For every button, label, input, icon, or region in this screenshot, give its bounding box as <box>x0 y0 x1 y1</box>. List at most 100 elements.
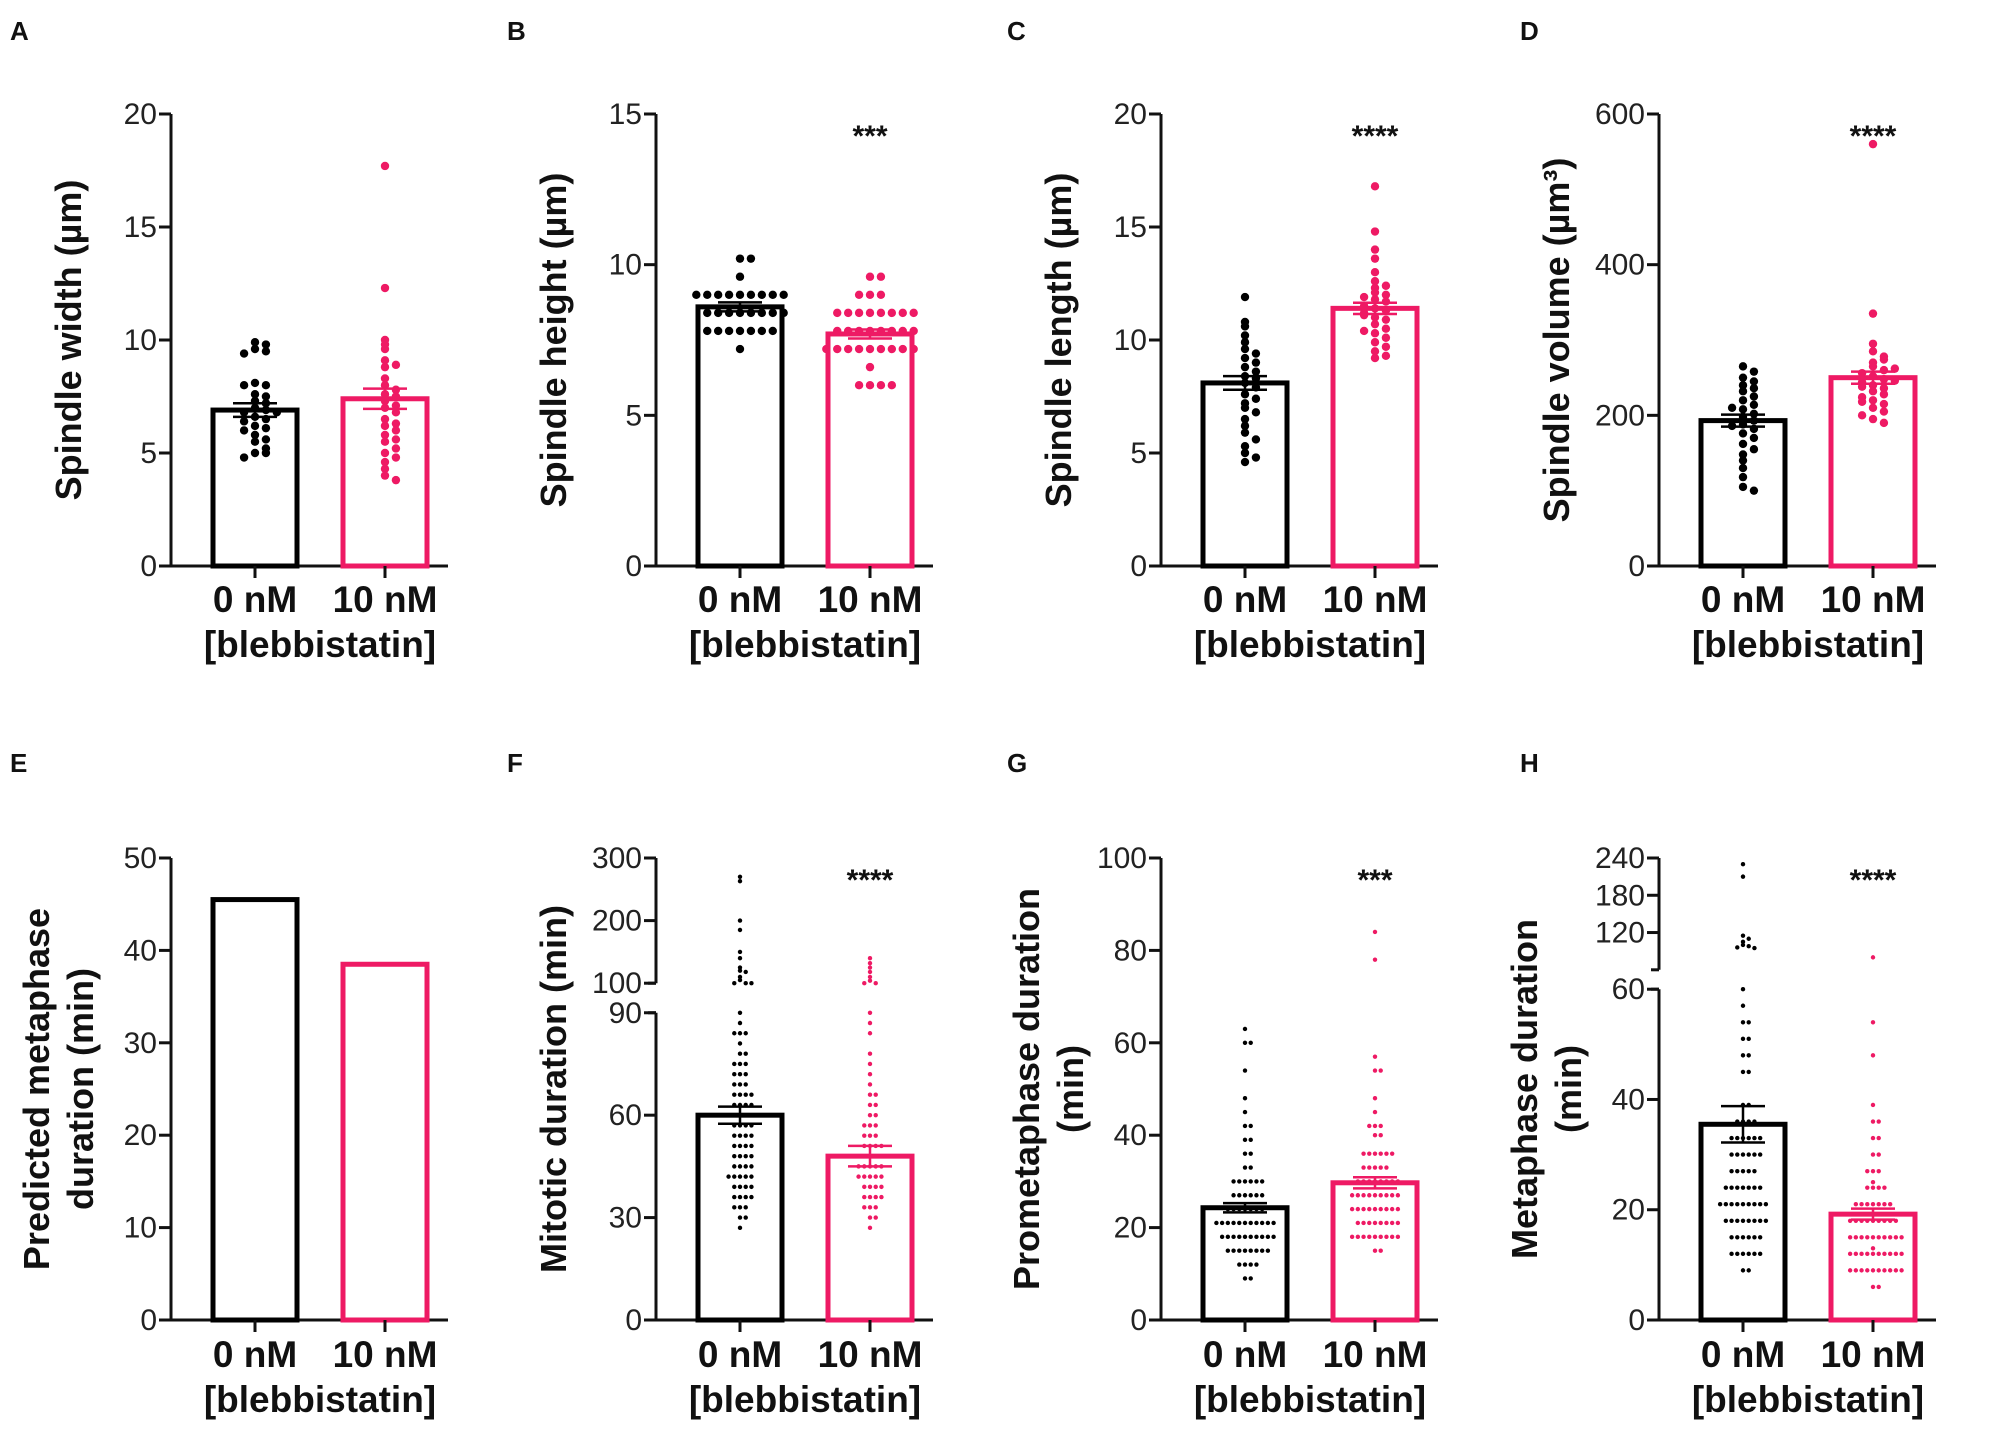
data-point <box>854 381 864 390</box>
data-point <box>1240 331 1250 340</box>
data-point <box>1259 1206 1265 1212</box>
data-point <box>380 362 390 372</box>
data-point <box>261 448 271 458</box>
data-point <box>1381 315 1391 324</box>
data-point <box>1251 453 1261 462</box>
data-point <box>1361 1179 1366 1184</box>
data-point <box>1372 1054 1378 1059</box>
data-point <box>1378 1123 1383 1129</box>
data-point <box>732 1194 737 1200</box>
data-point <box>1870 1119 1876 1124</box>
y-tick-label: 60 <box>609 1099 642 1132</box>
data-point <box>1740 1168 1746 1174</box>
data-point <box>1381 281 1391 290</box>
data-point <box>749 1092 754 1097</box>
data-point <box>391 360 401 370</box>
data-point <box>737 1133 743 1138</box>
data-point <box>737 977 743 983</box>
data-point <box>250 338 260 347</box>
data-point <box>1729 1185 1734 1190</box>
data-point <box>1355 1193 1361 1198</box>
bar-10nm <box>340 961 430 1323</box>
x-tick-label: 10 nM <box>1821 1334 1926 1375</box>
data-point <box>1367 1165 1372 1170</box>
data-point <box>1865 1202 1870 1207</box>
data-point <box>867 1082 873 1087</box>
data-point <box>1893 1235 1899 1240</box>
data-point <box>1219 1220 1225 1226</box>
data-point <box>1752 1218 1757 1223</box>
data-point <box>1870 1185 1876 1190</box>
data-point <box>1372 1096 1378 1101</box>
data-point <box>1214 1220 1219 1226</box>
data-point <box>1870 1268 1876 1273</box>
data-point <box>1378 1068 1383 1073</box>
x-tick-label: 0 nM <box>213 1334 297 1375</box>
data-point <box>737 1061 743 1067</box>
data-point <box>1370 353 1380 363</box>
data-point <box>1887 1268 1893 1273</box>
data-point <box>1248 1151 1253 1156</box>
data-point <box>1847 1235 1853 1240</box>
data-point <box>1251 358 1261 367</box>
data-point <box>1752 1185 1757 1190</box>
data-point <box>873 1184 878 1190</box>
significance-stars: **** <box>1850 120 1897 153</box>
data-point <box>1757 1202 1763 1207</box>
panel-a: A 0 5 10 15 20 Spindle width (µm) 0 nM 10 nM[ble… <box>10 16 448 665</box>
data-point <box>1367 1220 1372 1226</box>
data-point <box>732 1061 737 1067</box>
data-point <box>1254 1262 1259 1267</box>
data-point <box>1367 1206 1372 1212</box>
y-tick-label: 50 <box>124 842 157 875</box>
data-point <box>743 1031 748 1036</box>
data-point <box>735 326 745 336</box>
data-point <box>1237 1220 1242 1226</box>
y-tick-label: 200 <box>592 905 642 938</box>
data-point <box>1879 407 1889 416</box>
data-point <box>1242 1220 1248 1226</box>
data-point <box>1738 429 1748 438</box>
data-point <box>1370 227 1380 236</box>
data-point <box>380 374 390 383</box>
data-point <box>737 1174 743 1179</box>
data-point <box>703 290 712 299</box>
y-tick-label: 240 <box>1595 842 1645 875</box>
data-point <box>703 308 712 318</box>
data-point <box>867 1031 873 1036</box>
data-point <box>380 283 390 293</box>
data-point <box>1870 1168 1876 1174</box>
data-point <box>1749 377 1759 386</box>
data-point <box>1259 1193 1265 1198</box>
panel-letter: F <box>507 748 523 778</box>
x-tick-label: 10 nM <box>1323 579 1428 620</box>
data-point <box>1879 418 1889 428</box>
data-point <box>743 1082 748 1087</box>
data-point <box>743 1184 748 1190</box>
data-point <box>1381 333 1391 342</box>
data-point <box>1879 399 1889 409</box>
data-point <box>1359 301 1369 311</box>
data-point <box>1349 1234 1355 1240</box>
data-point <box>1242 1137 1248 1143</box>
data-point <box>1240 362 1250 372</box>
data-point <box>1729 1152 1734 1157</box>
data-point <box>873 1215 878 1220</box>
data-point <box>1735 1218 1740 1223</box>
significance-stars: **** <box>847 864 894 897</box>
data-point <box>737 1215 743 1220</box>
panel-h: H 0 20 40 60 120 180 240 Metaphase duration (min)… <box>1504 748 1936 1420</box>
data-point <box>867 1133 873 1138</box>
data-point <box>1231 1179 1236 1184</box>
data-point <box>380 414 390 424</box>
data-point <box>737 878 743 884</box>
data-point <box>1865 1235 1870 1240</box>
data-point <box>1251 367 1261 376</box>
data-point <box>1893 1268 1899 1273</box>
data-point <box>1395 1193 1401 1198</box>
data-point <box>1254 1193 1259 1198</box>
data-point <box>1738 482 1748 492</box>
data-point <box>1240 428 1250 437</box>
y-tick-label: 400 <box>1595 249 1645 282</box>
